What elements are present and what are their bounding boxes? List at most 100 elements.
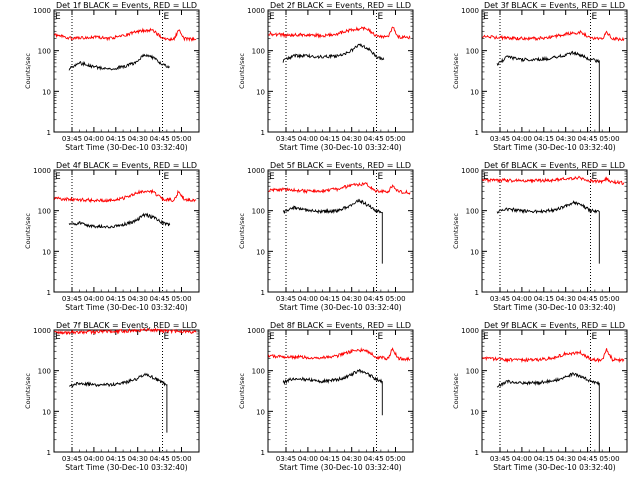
marker-label: E xyxy=(164,172,170,182)
x-tick-label: 04:30 xyxy=(342,135,362,143)
x-tick-label: 04:45 xyxy=(363,455,383,463)
y-tick-label: 10 xyxy=(470,248,479,256)
marker-label: E xyxy=(483,332,489,342)
x-tick-label: 04:00 xyxy=(84,135,104,143)
x-axis-title: Start Time (30-Dec-10 03:32:40) xyxy=(279,463,401,472)
x-tick-label: 03:45 xyxy=(276,135,296,143)
y-tick-label: 1 xyxy=(475,289,479,297)
x-tick-label: 04:45 xyxy=(363,295,383,303)
x-axis-title: Start Time (30-Dec-10 03:32:40) xyxy=(493,143,615,152)
x-axis-title: Start Time (30-Dec-10 03:32:40) xyxy=(65,463,187,472)
y-tick-label: 1000 xyxy=(33,7,51,15)
x-tick-label: 04:00 xyxy=(298,135,318,143)
y-axis-title: Counts/sec xyxy=(452,53,460,89)
y-tick-label: 100 xyxy=(466,368,479,376)
y-tick-label: 1000 xyxy=(247,7,265,15)
series-lld-line xyxy=(268,347,411,362)
series-lld-line xyxy=(268,182,411,195)
x-tick-label: 04:15 xyxy=(106,135,126,143)
plot-frame xyxy=(481,169,628,293)
panel-title: Det 9f BLACK = Events, RED = LLD xyxy=(484,321,625,330)
series-lld-line xyxy=(482,175,625,185)
y-tick-label: 10 xyxy=(42,248,51,256)
x-tick-label: 04:30 xyxy=(556,455,576,463)
marker-label: E xyxy=(378,332,384,342)
y-tick-label: 1 xyxy=(261,289,265,297)
marker-label: E xyxy=(483,172,489,182)
plot-frame xyxy=(481,9,628,133)
y-tick-label: 100 xyxy=(466,208,479,216)
x-tick-label: 05:00 xyxy=(385,455,405,463)
y-tick-label: 1000 xyxy=(33,327,51,335)
marker-label: E xyxy=(269,172,275,182)
x-tick-label: 04:00 xyxy=(84,295,104,303)
y-tick-label: 10 xyxy=(256,248,265,256)
plot-frame xyxy=(481,329,628,453)
series-events-line xyxy=(496,200,600,264)
y-tick-label: 1000 xyxy=(247,327,265,335)
plot-frame xyxy=(53,9,200,133)
y-tick-label: 1000 xyxy=(33,167,51,175)
x-tick-label: 04:30 xyxy=(342,455,362,463)
marker-label: E xyxy=(378,12,384,22)
x-tick-label: 04:30 xyxy=(128,455,148,463)
y-tick-label: 10 xyxy=(470,88,479,96)
x-tick-label: 03:45 xyxy=(62,135,82,143)
series-lld-line xyxy=(482,348,625,364)
x-tick-label: 05:00 xyxy=(171,295,191,303)
x-tick-label: 04:45 xyxy=(149,135,169,143)
y-tick-label: 10 xyxy=(256,88,265,96)
x-tick-label: 04:15 xyxy=(320,295,340,303)
x-tick-label: 04:30 xyxy=(342,295,362,303)
marker-label: E xyxy=(483,12,489,22)
series-events-line xyxy=(68,53,170,71)
x-tick-label: 04:30 xyxy=(556,135,576,143)
x-tick-label: 04:00 xyxy=(84,455,104,463)
y-tick-label: 1 xyxy=(47,449,51,457)
y-tick-label: 1 xyxy=(475,129,479,137)
x-tick-label: 04:15 xyxy=(106,295,126,303)
panel-7: Det 7f BLACK = Events, RED = LLD 1 10 100 10… xyxy=(24,321,200,472)
x-tick-label: 04:45 xyxy=(577,295,597,303)
y-tick-label: 1000 xyxy=(461,167,479,175)
marker-label: E xyxy=(164,332,170,342)
panel-title: Det 2f BLACK = Events, RED = LLD xyxy=(270,1,411,10)
panel-4: Det 4f BLACK = Events, RED = LLD 1 10 100 10… xyxy=(24,161,200,312)
panel-title: Det 8f BLACK = Events, RED = LLD xyxy=(270,321,411,330)
x-tick-label: 04:00 xyxy=(298,295,318,303)
y-tick-label: 100 xyxy=(252,48,265,56)
series-lld-line xyxy=(54,188,197,204)
panel-8: Det 8f BLACK = Events, RED = LLD 1 10 100 10… xyxy=(238,321,414,472)
x-tick-label: 03:45 xyxy=(276,295,296,303)
y-tick-label: 1000 xyxy=(461,327,479,335)
marker-label: E xyxy=(269,12,275,22)
x-tick-label: 04:15 xyxy=(106,455,126,463)
x-tick-label: 05:00 xyxy=(599,295,619,303)
marker-label: E xyxy=(269,332,275,342)
x-tick-label: 05:00 xyxy=(171,135,191,143)
x-tick-label: 04:15 xyxy=(534,135,554,143)
x-axis-title: Start Time (30-Dec-10 03:32:40) xyxy=(493,303,615,312)
marker-label: E xyxy=(592,332,598,342)
x-tick-label: 05:00 xyxy=(385,135,405,143)
series-events-line xyxy=(496,50,600,132)
y-tick-label: 1 xyxy=(47,289,51,297)
y-tick-label: 1 xyxy=(475,449,479,457)
series-lld-line xyxy=(54,327,197,336)
marker-label: E xyxy=(55,332,61,342)
series-events-line xyxy=(68,212,171,229)
y-tick-label: 10 xyxy=(470,408,479,416)
x-tick-label: 05:00 xyxy=(599,135,619,143)
y-tick-label: 100 xyxy=(38,48,51,56)
marker-label: E xyxy=(592,12,598,22)
plot-frame xyxy=(267,169,414,293)
x-axis-title: Start Time (30-Dec-10 03:32:40) xyxy=(65,143,187,152)
y-axis-title: Counts/sec xyxy=(24,213,32,249)
x-axis-title: Start Time (30-Dec-10 03:32:40) xyxy=(65,303,187,312)
panel-9: Det 9f BLACK = Events, RED = LLD 1 10 100 10… xyxy=(452,321,628,472)
y-tick-label: 1 xyxy=(261,129,265,137)
x-tick-label: 03:45 xyxy=(62,295,82,303)
y-axis-title: Counts/sec xyxy=(452,213,460,249)
panel-2: Det 2f BLACK = Events, RED = LLD 1 10 100 10… xyxy=(238,1,414,152)
